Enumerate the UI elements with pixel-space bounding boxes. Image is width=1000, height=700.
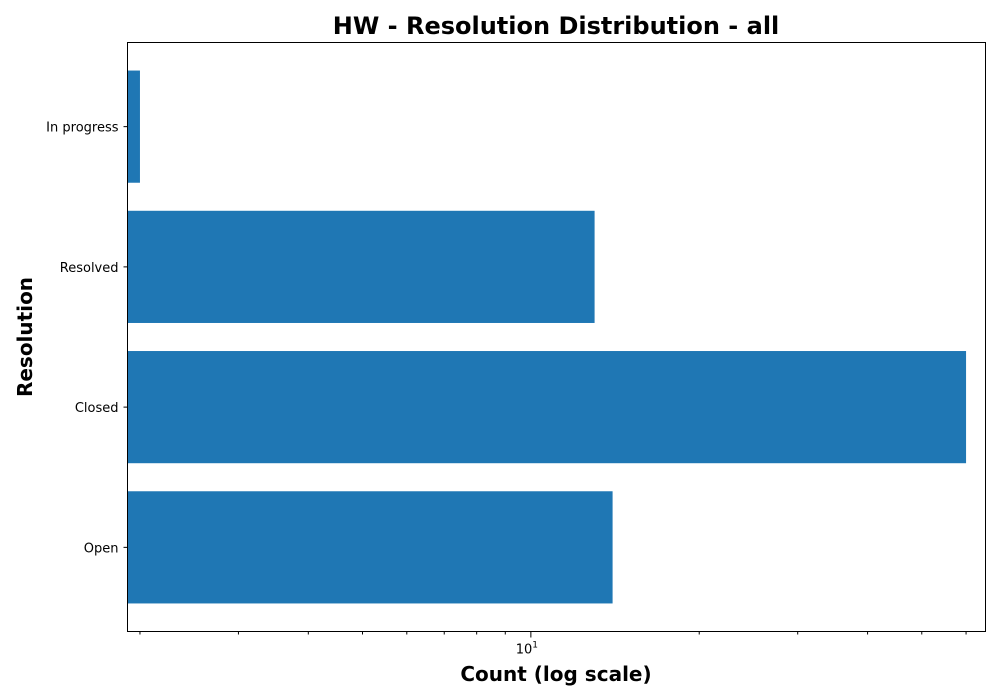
plot-frame	[127, 42, 986, 632]
bar-series	[127, 70, 967, 604]
y-tick-label: Closed	[75, 401, 119, 416]
x-axis-label: Count (log scale)	[460, 662, 651, 686]
y-tick-label: Resolved	[60, 261, 119, 276]
bar-in-progress	[127, 70, 140, 183]
bar-open	[127, 491, 613, 604]
y-tick-label: Open	[84, 541, 119, 556]
x-axis: 101	[139, 631, 967, 658]
chart-title: HW - Resolution Distribution - all	[333, 12, 780, 40]
y-axis-label: Resolution	[13, 277, 37, 397]
y-axis: Open Closed Resolved In progress	[46, 121, 128, 556]
x-tick-label: 101	[516, 641, 538, 658]
bar-resolved	[127, 210, 595, 323]
bar-closed	[127, 351, 967, 464]
y-tick-label: In progress	[46, 121, 119, 136]
